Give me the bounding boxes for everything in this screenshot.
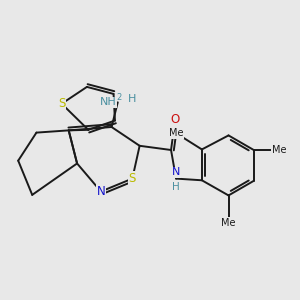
Text: Me: Me — [169, 128, 183, 138]
Text: N: N — [97, 185, 105, 198]
Text: Me: Me — [272, 145, 286, 155]
Text: H: H — [172, 182, 180, 192]
Text: N: N — [172, 167, 180, 177]
Text: S: S — [58, 97, 65, 110]
Text: H: H — [128, 94, 136, 104]
Text: 2: 2 — [116, 93, 122, 102]
Text: O: O — [171, 113, 180, 126]
Text: Me: Me — [221, 218, 236, 228]
Text: NH: NH — [100, 97, 116, 107]
Text: S: S — [129, 172, 136, 185]
